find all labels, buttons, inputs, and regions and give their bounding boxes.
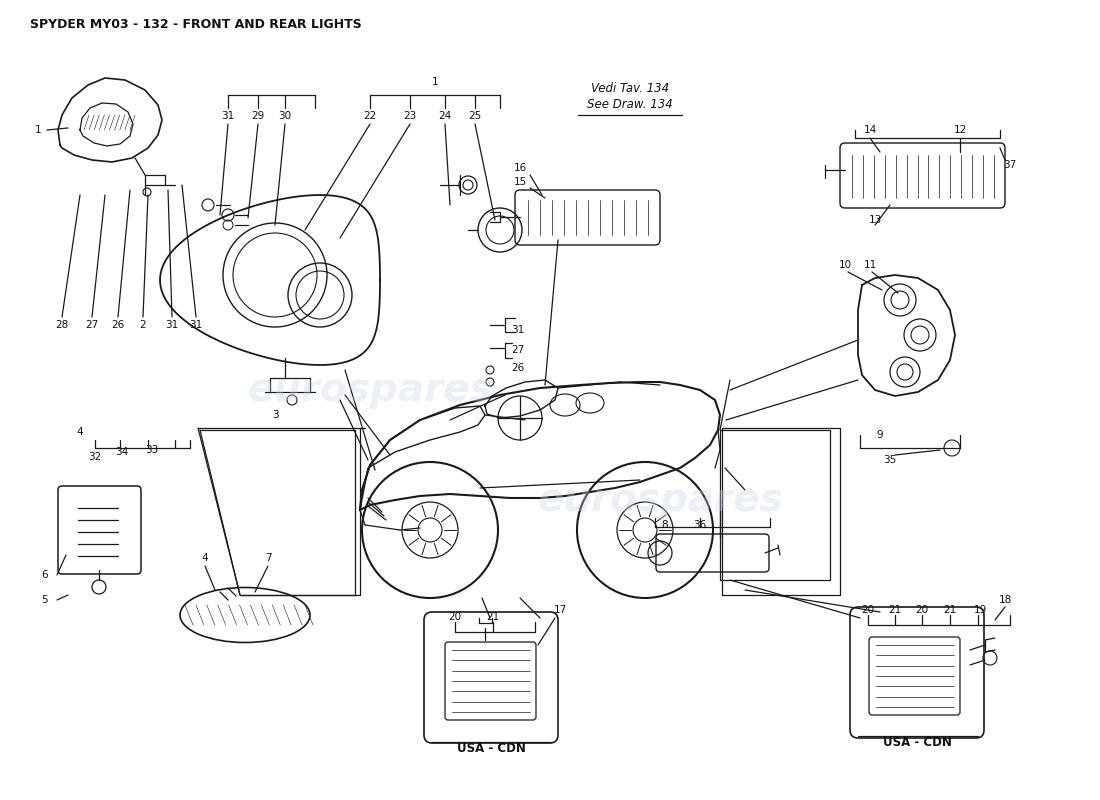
Text: 4: 4 (201, 553, 208, 563)
Text: 10: 10 (838, 260, 851, 270)
Text: 25: 25 (469, 111, 482, 121)
Text: 31: 31 (221, 111, 234, 121)
Text: 20: 20 (861, 605, 875, 615)
Text: 13: 13 (868, 215, 881, 225)
Text: 30: 30 (278, 111, 292, 121)
Text: 23: 23 (404, 111, 417, 121)
Text: 29: 29 (252, 111, 265, 121)
Text: 26: 26 (512, 363, 525, 373)
Text: 7: 7 (265, 553, 272, 563)
Text: 33: 33 (145, 445, 158, 455)
Text: 6: 6 (42, 570, 48, 580)
Text: 32: 32 (88, 452, 101, 462)
Text: 9: 9 (877, 430, 883, 440)
Text: 2: 2 (140, 320, 146, 330)
Text: 1: 1 (431, 77, 438, 87)
Text: Vedi Tav. 134: Vedi Tav. 134 (591, 82, 669, 94)
Text: 28: 28 (55, 320, 68, 330)
Text: 19: 19 (974, 605, 987, 615)
Text: 8: 8 (662, 520, 669, 530)
Text: 26: 26 (111, 320, 124, 330)
Text: 18: 18 (999, 595, 1012, 605)
Text: 27: 27 (86, 320, 99, 330)
Text: 11: 11 (864, 260, 877, 270)
Text: 17: 17 (553, 605, 566, 615)
Text: 27: 27 (512, 345, 525, 355)
Text: 31: 31 (165, 320, 178, 330)
Text: 31: 31 (189, 320, 202, 330)
Text: 21: 21 (889, 605, 902, 615)
Text: 31: 31 (512, 325, 525, 335)
Text: 36: 36 (693, 520, 706, 530)
Text: 5: 5 (42, 595, 48, 605)
Text: 12: 12 (954, 125, 967, 135)
Text: 34: 34 (116, 447, 129, 457)
Text: See Draw. 134: See Draw. 134 (587, 98, 673, 111)
Text: 20: 20 (915, 605, 928, 615)
Text: 16: 16 (514, 163, 527, 173)
Text: 22: 22 (363, 111, 376, 121)
Text: 37: 37 (1003, 160, 1016, 170)
Text: 15: 15 (514, 177, 527, 187)
Text: 24: 24 (439, 111, 452, 121)
Text: SPYDER MY03 - 132 - FRONT AND REAR LIGHTS: SPYDER MY03 - 132 - FRONT AND REAR LIGHT… (30, 18, 362, 31)
Text: 4: 4 (77, 427, 84, 437)
Text: 21: 21 (486, 612, 499, 622)
Text: USA - CDN: USA - CDN (456, 742, 526, 754)
Text: 1: 1 (35, 125, 42, 135)
Text: eurospares: eurospares (248, 371, 493, 409)
Text: 35: 35 (883, 455, 896, 465)
Text: 14: 14 (864, 125, 877, 135)
Text: USA - CDN: USA - CDN (882, 735, 952, 749)
Text: 20: 20 (449, 612, 462, 622)
Text: 3: 3 (272, 410, 278, 420)
Text: 21: 21 (944, 605, 957, 615)
Text: eurospares: eurospares (537, 481, 783, 519)
